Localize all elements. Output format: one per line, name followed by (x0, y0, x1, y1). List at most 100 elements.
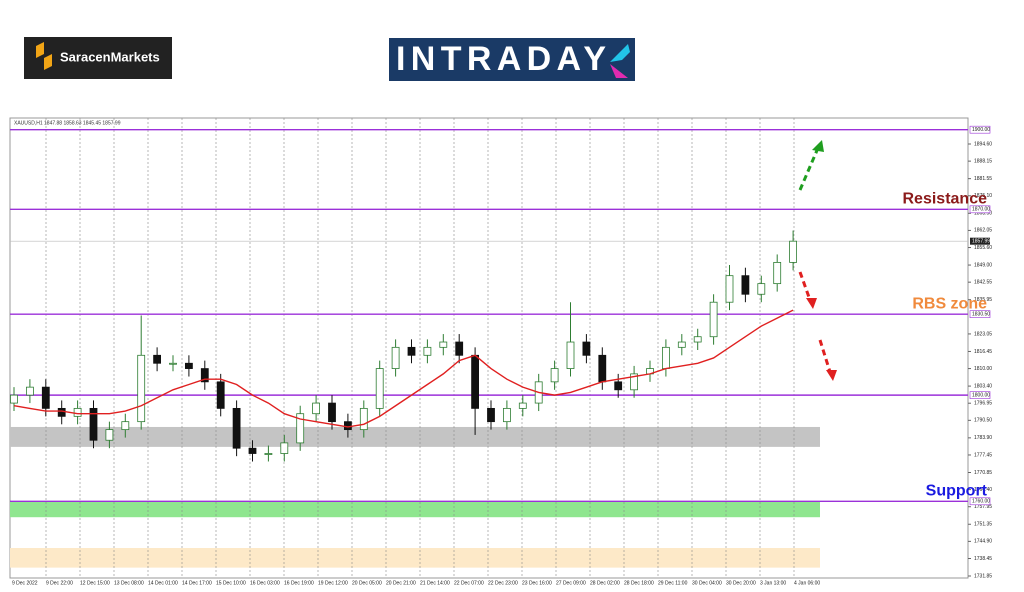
y-tick-label: 1881.55 (974, 176, 992, 182)
x-tick-label: 27 Dec 09:00 (556, 580, 586, 586)
y-tick-label: 1875.10 (974, 193, 992, 199)
candle-body (487, 407, 495, 423)
candle-body (359, 407, 368, 431)
candle-body (471, 354, 480, 409)
zone (10, 548, 820, 568)
level-label: 1900.00 (972, 127, 990, 133)
y-tick-label: 1764.40 (974, 487, 992, 493)
x-tick-label: 22 Dec 07:00 (454, 580, 484, 586)
x-tick-label: 4 Jan 06:00 (794, 580, 820, 586)
candle-body (153, 354, 162, 364)
badge-box (389, 38, 635, 81)
zone (10, 426, 820, 447)
badge-arrow (610, 44, 630, 62)
x-tick-label: 28 Dec 18:00 (624, 580, 654, 586)
level-tag (969, 391, 991, 399)
plot-frame (9, 117, 969, 579)
price-tag (970, 237, 990, 245)
y-tick-label: 1790.50 (974, 418, 992, 424)
y-tick-label: 1751.35 (974, 522, 992, 528)
candle-body (407, 346, 416, 356)
y-tick-label: 1731.85 (974, 573, 992, 579)
candle-body (423, 346, 432, 356)
candle-body (121, 421, 130, 431)
candle-body (375, 368, 384, 409)
candle-body (614, 381, 623, 391)
candle-body (296, 413, 305, 444)
y-tick-label: 1868.50 (974, 211, 992, 217)
x-tick-label: 16 Dec 03:00 (250, 580, 280, 586)
candle-body (566, 341, 575, 369)
x-tick-label: 12 Dec 15:00 (80, 580, 110, 586)
arrow-head (826, 370, 837, 381)
candle-body (248, 447, 257, 454)
candle-body (502, 407, 511, 423)
y-tick-label: 1810.00 (974, 366, 992, 372)
logo-mark (36, 42, 44, 58)
x-tick-label: 28 Dec 02:00 (590, 580, 620, 586)
candle-body (10, 394, 18, 404)
zone (10, 501, 820, 518)
candle-body (693, 336, 702, 343)
x-tick-label: 16 Dec 19:00 (284, 580, 314, 586)
candle-body (582, 341, 591, 356)
candle-body (73, 407, 82, 417)
candle-body (280, 442, 289, 454)
candle-body (455, 341, 464, 356)
y-tick-label: 1842.55 (974, 280, 992, 286)
candle-body (264, 453, 273, 455)
x-tick-label: 9 Dec 2022 (12, 580, 38, 586)
candle-body (662, 346, 670, 369)
y-tick-label: 1757.95 (974, 504, 992, 510)
level-tag (969, 205, 991, 214)
candle-body (216, 381, 225, 409)
candle-body (391, 346, 400, 369)
y-tick-label: 1796.95 (974, 401, 992, 407)
candle-body (677, 341, 686, 348)
x-tick-label: 15 Dec 10:00 (216, 580, 246, 586)
x-tick-label: 30 Dec 04:00 (692, 580, 722, 586)
candle-body (439, 341, 448, 348)
candle-body (598, 354, 607, 383)
price-label: 1857.99 (972, 239, 990, 245)
candle-body (184, 362, 193, 369)
candle-body (105, 429, 114, 441)
badge-arrow (610, 64, 628, 78)
candle-body (312, 402, 321, 415)
arrows (798, 140, 837, 381)
badge-text: INTRADAY (396, 40, 606, 78)
moving-average (13, 309, 794, 428)
level-tag (969, 310, 991, 318)
y-tick-label: 1803.40 (974, 383, 992, 389)
x-tick-label: 30 Dec 20:00 (726, 580, 756, 586)
level-tag (969, 497, 991, 506)
brand-name: SaracenMarkets (60, 49, 160, 64)
x-tick-label: 9 Dec 22:00 (46, 580, 73, 586)
candle-body (200, 368, 209, 383)
y-tick-label: 1770.85 (974, 470, 992, 476)
candle-body (232, 407, 241, 449)
candle-body (757, 283, 766, 295)
candle-body (89, 407, 98, 441)
candle-body (343, 421, 352, 431)
y-tick-label: 1849.00 (974, 262, 992, 268)
y-tick-label: 1888.15 (974, 158, 992, 164)
y-tick-label: 1855.60 (974, 245, 992, 251)
annotation: Support (926, 483, 988, 500)
annotation: RBS zone (912, 295, 987, 312)
x-tick-label: 21 Dec 14:00 (420, 580, 450, 586)
y-tick-label: 1823.05 (974, 331, 992, 337)
y-tick-label: 1738.45 (974, 556, 992, 562)
y-tick-label: 1835.95 (974, 297, 992, 303)
candle-body (773, 261, 782, 285)
candle-body (137, 354, 146, 423)
x-tick-label: 14 Dec 01:00 (148, 580, 178, 586)
x-tick-label: 20 Dec 21:00 (386, 580, 416, 586)
candle-body (630, 373, 638, 391)
candle-body (789, 240, 797, 263)
y-tick-label: 1744.90 (974, 539, 992, 545)
arrow-down (798, 271, 812, 301)
y-tick-label: 1894.60 (974, 141, 992, 147)
level-tag (969, 125, 991, 134)
